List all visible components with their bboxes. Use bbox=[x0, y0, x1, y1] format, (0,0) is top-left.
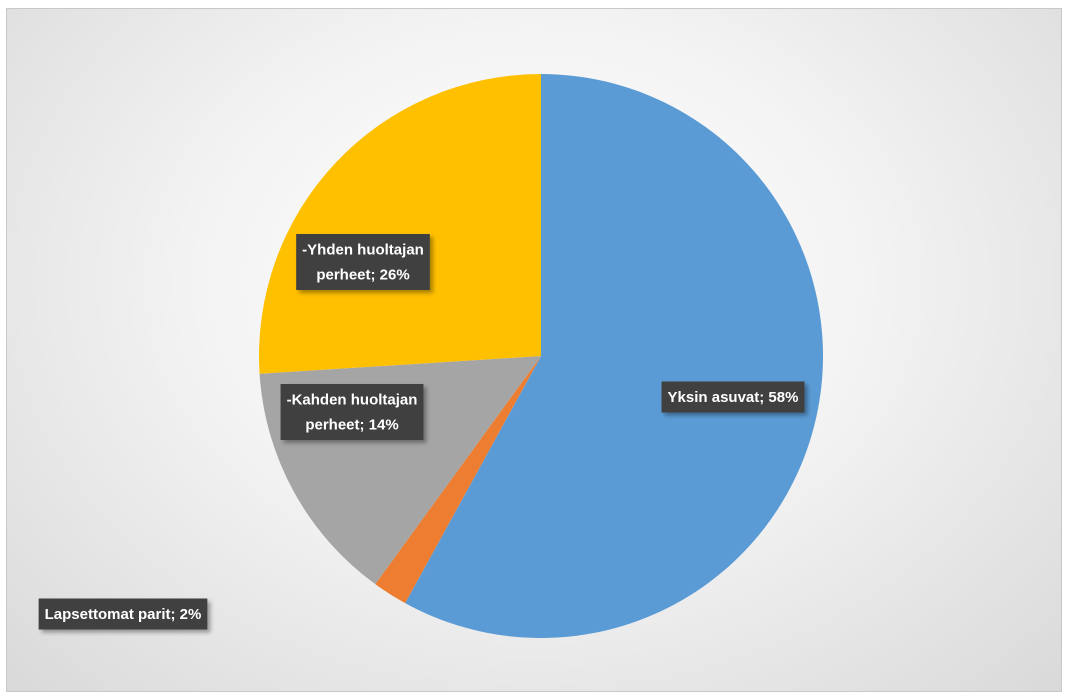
data-label-text: -Yhden huoltajan bbox=[302, 242, 424, 259]
chart-area: Yksin asuvat; 58% Lapsettomat parit; 2% -K… bbox=[6, 8, 1062, 692]
pie-slice-yhden-huoltajan-perheet bbox=[259, 74, 541, 374]
pie-slice-yksin-asuvat bbox=[405, 74, 824, 638]
data-label-lapsettomat-parit: Lapsettomat parit; 2% bbox=[38, 598, 208, 630]
data-label-kahden-huoltajan-perheet: -Kahden huoltajan perheet; 14% bbox=[280, 384, 424, 440]
pie-slices bbox=[259, 74, 824, 638]
data-label-text: perheet; 14% bbox=[305, 417, 398, 434]
data-label-text: perheet; 26% bbox=[316, 267, 409, 284]
data-label-yksin-asuvat: Yksin asuvat; 58% bbox=[661, 381, 805, 413]
pie-slice-lapsettomat-parit bbox=[375, 356, 541, 604]
pie-chart: Yksin asuvat; 58% Lapsettomat parit; 2% -K… bbox=[38, 74, 824, 638]
data-labels: Yksin asuvat; 58% Lapsettomat parit; 2% -K… bbox=[38, 234, 805, 630]
data-label-yhden-huoltajan-perheet: -Yhden huoltajan perheet; 26% bbox=[296, 234, 430, 290]
data-label-text: Yksin asuvat; 58% bbox=[668, 389, 799, 406]
data-label-text: -Kahden huoltajan bbox=[287, 392, 418, 409]
data-label-text: Lapsettomat parit; 2% bbox=[45, 606, 202, 623]
